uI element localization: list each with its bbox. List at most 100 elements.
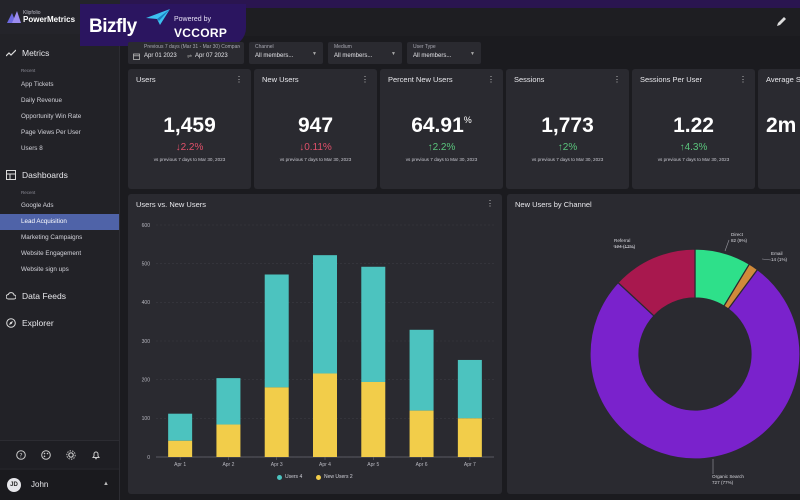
top-accent-bar — [0, 0, 800, 8]
bar-users[interactable] — [168, 413, 193, 441]
edit-pencil-icon[interactable] — [776, 16, 787, 27]
legend-swatch — [316, 474, 321, 480]
x-tick-label: Apr 7 — [464, 462, 476, 468]
kpi-menu-icon[interactable]: ⋮ — [235, 75, 243, 84]
kpi-card-users[interactable]: Users ⋮ 1,459 ↓2.2% vs previous 7 days t… — [128, 69, 251, 189]
date-end[interactable]: Apr 07 2023 — [195, 53, 228, 59]
kpi-menu-icon[interactable]: ⋮ — [613, 75, 621, 84]
kpi-compare-text: vs previous 7 days to Mar 30, 2023 — [405, 157, 478, 162]
x-tick-label: Apr 6 — [416, 462, 428, 468]
bar-users[interactable] — [216, 378, 241, 425]
x-tick-label: Apr 5 — [367, 462, 379, 468]
user-name: John — [31, 480, 49, 489]
sidebar-item-google-ads[interactable]: Google Ads — [21, 202, 54, 209]
bar-new-users[interactable] — [168, 440, 193, 457]
sidebar-item-app-tickets[interactable]: App Tickets — [21, 81, 54, 88]
kpi-title: Sessions Per User — [640, 75, 703, 84]
compass-icon — [6, 318, 16, 328]
sidebar-item-users-8[interactable]: Users 8 — [21, 145, 43, 152]
user-menu[interactable]: JD John ▲ — [0, 470, 119, 500]
bar-new-users[interactable] — [457, 418, 482, 457]
sidebar-item-page-views-per-user[interactable]: Page Views Per User — [21, 129, 81, 136]
more-icon[interactable] — [796, 16, 800, 27]
kpi-value: 947 — [297, 114, 334, 137]
kpi-card-sessions[interactable]: Sessions ⋮ 1,773 ↑2% vs previous 7 days … — [506, 69, 629, 189]
metrics-recent-label: Recent — [21, 68, 36, 73]
sidebar-item-daily-revenue[interactable]: Daily Revenue — [21, 97, 62, 104]
nav-explorer[interactable]: Explorer — [6, 318, 54, 328]
kpi-delta: ↓2.2% — [175, 142, 204, 153]
medium-filter[interactable]: Medium All members... ▼ — [328, 42, 402, 64]
y-tick-label: 600 — [142, 223, 151, 229]
x-tick-label: Apr 1 — [174, 462, 186, 468]
bar-new-users[interactable] — [216, 424, 241, 457]
sidebar-item-opportunity-win-rate[interactable]: Opportunity Win Rate — [21, 113, 82, 120]
bell-icon[interactable] — [91, 450, 101, 460]
pie-slice-referral[interactable] — [617, 248, 696, 317]
pie-slice-organic-search[interactable] — [589, 268, 800, 460]
kpi-menu-icon[interactable]: ⋮ — [487, 75, 495, 84]
x-tick-label: Apr 4 — [319, 462, 331, 468]
sidebar-item-website-sign-ups[interactable]: Website sign ups — [21, 266, 69, 273]
kpi-menu-icon[interactable]: ⋮ — [739, 75, 747, 84]
kpi-title: Sessions — [514, 75, 545, 84]
nav-metrics[interactable]: Metrics — [6, 48, 49, 58]
sidebar-item-lead-acquisition[interactable]: Lead Acquisition — [0, 214, 119, 230]
trend-icon — [6, 49, 16, 57]
bar-new-users[interactable] — [409, 410, 434, 457]
nav-explorer-label: Explorer — [22, 318, 54, 328]
kpi-card-new-users[interactable]: New Users ⋮ 947 ↓0.11% vs previous 7 day… — [254, 69, 377, 189]
date-range-filter[interactable]: Previous 7 days (Mar 31 - Mar 30) Compar… — [128, 42, 244, 64]
kpi-card-sessions-per-user[interactable]: Sessions Per User ⋮ 1.22 ↑4.3% vs previo… — [632, 69, 755, 189]
legend-users: Users 4 — [277, 474, 302, 480]
pie-label-direct: Direct 82 (9%) — [731, 232, 748, 243]
channel-filter[interactable]: Channel All members... ▼ — [249, 42, 323, 64]
kpi-delta: ↑2.2% — [427, 142, 456, 153]
medium-filter-label: Medium — [334, 44, 352, 50]
bar-users[interactable] — [264, 274, 289, 388]
user-type-filter-label: User Type — [413, 44, 436, 50]
kpi-title: Percent New Users — [388, 75, 453, 84]
svg-text:?: ? — [19, 452, 22, 459]
kpi-card-percent-new-users[interactable]: Percent New Users ⋮ 64.91% ↑2.2% vs prev… — [380, 69, 503, 189]
y-tick-label: 500 — [142, 261, 151, 267]
nav-data-feeds[interactable]: Data Feeds — [6, 291, 66, 301]
kpi-value: 1,459 — [163, 114, 216, 137]
kpi-delta: ↑4.3% — [679, 142, 708, 153]
dashboards-recent-label: Recent — [21, 190, 36, 195]
bar-new-users[interactable] — [313, 373, 337, 457]
help-icon[interactable]: ? — [16, 450, 26, 460]
channel-filter-label: Channel — [255, 44, 274, 50]
kpi-menu-icon[interactable]: ⋮ — [361, 75, 369, 84]
kpi-card-average-session[interactable]: Average S 2m — [758, 69, 800, 189]
bar-users[interactable] — [313, 255, 337, 374]
paper-plane-icon — [146, 9, 170, 25]
nav-dashboards[interactable]: Dashboards — [6, 170, 68, 180]
avatar: JD — [7, 478, 21, 492]
kpi-value: 1.22 — [673, 114, 714, 137]
bar-new-users[interactable] — [361, 381, 386, 457]
bar-users[interactable] — [457, 359, 482, 419]
user-type-filter[interactable]: User Type All members... ▼ — [407, 42, 481, 64]
sidebar-item-website-engagement[interactable]: Website Engagement — [21, 250, 82, 257]
kpi-title: Users — [136, 75, 156, 84]
kpi-value: 64.91% — [411, 114, 472, 137]
x-tick-label: Apr 2 — [222, 462, 234, 468]
sidebar-item-marketing-campaigns[interactable]: Marketing Campaigns — [21, 234, 83, 241]
pie-label-organic-search: Organic Search 727 (77%) — [712, 474, 744, 485]
bar-users[interactable] — [409, 329, 434, 411]
kpi-title: Average S — [766, 75, 800, 84]
chevron-down-icon: ▼ — [312, 51, 317, 57]
date-start[interactable]: Apr 01 2023 — [144, 53, 177, 59]
gear-icon[interactable] — [66, 450, 76, 460]
panel-menu-icon[interactable]: ⋮ — [486, 199, 494, 208]
kpi-title: New Users — [262, 75, 299, 84]
y-tick-label: 400 — [142, 300, 151, 306]
kpi-value: 2m — [766, 114, 797, 137]
bar-users[interactable] — [361, 266, 386, 382]
nav-dashboards-label: Dashboards — [22, 170, 68, 180]
legend-new-users-label: New Users 2 — [324, 474, 353, 480]
y-tick-label: 300 — [142, 339, 151, 345]
bar-new-users[interactable] — [264, 387, 289, 457]
palette-icon[interactable] — [41, 450, 51, 460]
